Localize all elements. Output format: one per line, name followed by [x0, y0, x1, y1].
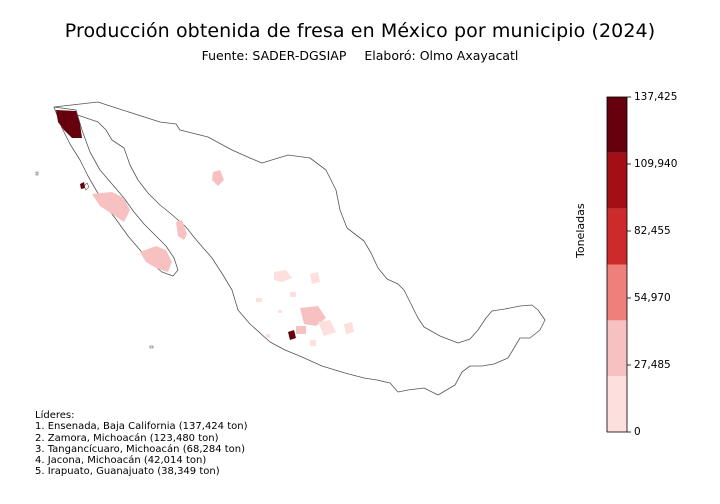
municipality-center-7	[344, 322, 354, 334]
municipality-sonora-coast	[176, 220, 187, 240]
zamora-municipality	[288, 330, 296, 340]
colorbar-segment	[607, 208, 627, 265]
municipality-center-9	[266, 334, 270, 338]
leader-item: 4. Jacona, Michoacán (42,014 ton)	[35, 455, 207, 467]
colorbar	[606, 96, 631, 433]
municipality-center-11	[278, 310, 282, 313]
colorbar-segment	[607, 97, 627, 153]
municipality-center-10	[310, 340, 316, 346]
municipality-center-2	[310, 272, 320, 284]
colorbar-segment	[607, 152, 627, 209]
island-outline	[35, 171, 39, 176]
colorbar-segment	[607, 264, 627, 321]
colorbar-tick-label: 0	[634, 426, 641, 438]
municipality-chihuahua	[212, 170, 224, 186]
leaders-heading: Líderes:	[35, 410, 75, 421]
colorbar-tick-label: 54,970	[634, 292, 671, 304]
municipality-small-dark	[80, 182, 85, 189]
author-text: Elaboró: Olmo Axayacatl	[364, 48, 519, 63]
colorbar-tick-label: 109,940	[634, 158, 678, 170]
baja-california-outline	[53, 106, 179, 277]
municipality-center-6	[318, 320, 336, 336]
colorbar-label: Toneladas	[574, 203, 587, 258]
colorbar-frame	[606, 96, 628, 433]
source-text: Fuente: SADER-DGSIAP	[201, 48, 347, 63]
municipality-baja-sur-2	[140, 246, 172, 272]
colorbar-segment	[607, 376, 627, 432]
colorbar-tick-label: 137,425	[634, 91, 678, 103]
colorbar-tick-label: 82,455	[634, 225, 671, 237]
municipality-center-3	[256, 298, 262, 302]
municipality-center-4	[290, 292, 296, 297]
leaders-legend: Líderes: 1. Ensenada, Baja California (1…	[35, 410, 248, 478]
colorbar-tick-label: 27,485	[634, 359, 671, 371]
island-outline	[149, 345, 154, 349]
municipality-baja-sur	[92, 192, 130, 222]
colorbar-segment	[607, 320, 627, 377]
leader-item: 5. Irapuato, Guanajuato (38,349 ton)	[35, 466, 220, 478]
municipality-center-1	[274, 270, 292, 282]
map-title: Producción obtenida de fresa en México p…	[64, 20, 656, 42]
municipality-center-5	[300, 306, 326, 326]
mexico-mainland-outline	[53, 101, 546, 396]
leader-item: 1. Ensenada, Baja California (137,424 to…	[35, 421, 248, 433]
island-outline	[83, 182, 90, 191]
municipality-center-8	[296, 326, 306, 334]
map-subtitle: Fuente: SADER-DGSIAP Elaboró: Olmo Axayac…	[0, 48, 720, 63]
leader-item: 2. Zamora, Michoacán (123,480 ton)	[35, 432, 219, 444]
leader-item: 3. Tangancícuaro, Michoacán (68,284 ton)	[35, 443, 246, 455]
ensenada-municipality	[56, 110, 82, 138]
